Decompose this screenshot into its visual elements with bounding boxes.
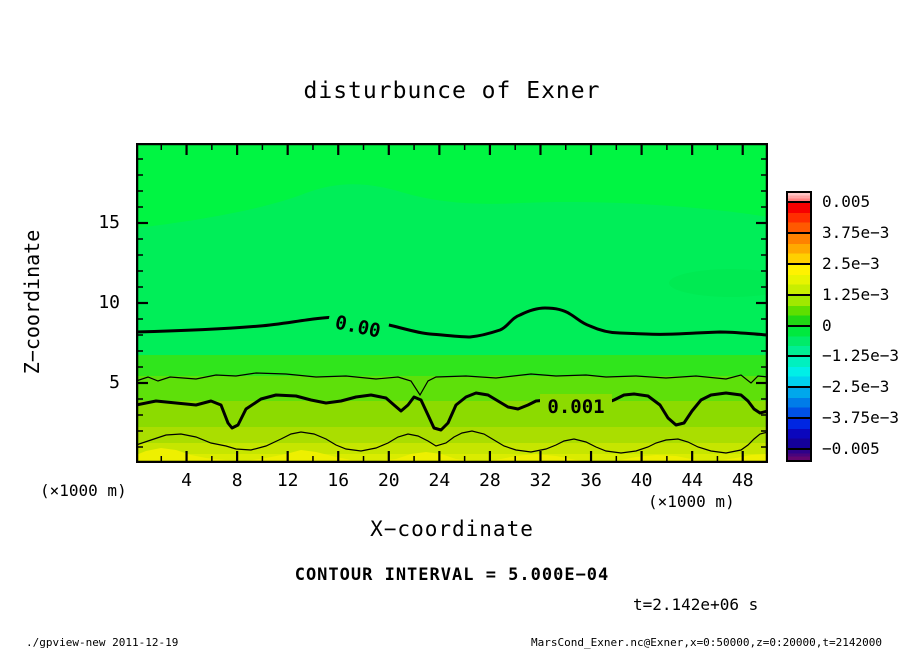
shade-band-upper-mid — [136, 184, 768, 355]
y-axis-unit: (×1000 m) — [40, 481, 127, 500]
colorbar-label-0: 0 — [822, 315, 832, 335]
contour-label-zero-mask — [326, 308, 390, 343]
contour-label-one-group: 0.001 — [540, 394, 612, 418]
x-axis-unit: (×1000 m) — [648, 492, 735, 511]
x-tick-label-40: 40 — [630, 470, 653, 491]
colorbar-cell-3.75e-3..2.5e-3 — [788, 233, 810, 265]
x-tick-label-12: 12 — [276, 470, 299, 491]
colorbar — [786, 191, 812, 462]
colorbar-cell-below--0.005 — [788, 450, 810, 460]
contour-label-zero-group: 0.00 — [326, 308, 390, 343]
colorbar-label-−3.75e−3: −3.75e−3 — [822, 408, 900, 428]
contour-plot-canvas: 0.00 0.001 — [135, 142, 793, 464]
y-tick-label-5: 5 — [109, 372, 120, 393]
shade-band-2 — [136, 376, 768, 401]
x-tick-label-44: 44 — [681, 470, 703, 491]
contour-line-0.0015 — [135, 430, 769, 454]
x-tick-label-28: 28 — [479, 470, 501, 491]
shade-band-yellow-fringe — [136, 448, 768, 463]
colorbar-label-−2.5e−3: −2.5e−3 — [822, 377, 890, 397]
x-tick-label-16: 16 — [327, 470, 350, 491]
colorbar-label-0.005: 0.005 — [822, 192, 871, 211]
colorbar-label-−1.25e−3: −1.25e−3 — [822, 346, 900, 366]
axis-ticks — [138, 145, 766, 461]
y-axis-label: Z−coordinate — [20, 229, 44, 375]
colorbar-cell--2.5e-3..-3.75e-3 — [788, 388, 810, 420]
colorbar-cell-0.005..3.75e-3 — [788, 203, 810, 234]
x-tick-label-36: 36 — [580, 470, 602, 491]
colorbar-label-3.75e−3: 3.75e−3 — [822, 222, 890, 242]
x-tick-label-20: 20 — [377, 470, 400, 491]
contour-interval-note: CONTOUR INTERVAL = 5.000E−04 — [294, 565, 610, 585]
page-title: disturbunce of Exner — [303, 78, 601, 104]
x-tick-label-32: 32 — [529, 470, 552, 491]
contour-plot: 0.00 0.001 — [135, 142, 793, 464]
shade-band-4 — [136, 427, 768, 443]
plot-frame — [135, 142, 769, 464]
x-tick-label-48: 48 — [731, 470, 754, 491]
colorbar-cell--1.25e-3..-2.5e-3 — [788, 357, 810, 389]
contour-line-0.0005 — [135, 372, 769, 397]
colorbar-cell-above-0.005 — [788, 193, 810, 203]
contour-label-one-mask — [540, 394, 612, 416]
y-tick-label-10: 10 — [98, 292, 120, 313]
time-annotation: t=2.142e+06 s — [633, 595, 759, 614]
shade-patch-mid — [669, 269, 793, 297]
colorbar-cell-0..-1.25e-3 — [788, 326, 810, 358]
y-tick-label-15: 15 — [98, 212, 120, 233]
footer-data-source: MarsCond_Exner.nc@Exner,x=0:50000,z=0:20… — [531, 636, 882, 649]
colorbar-label-2.5e−3: 2.5e−3 — [822, 253, 880, 273]
contour-label-0.001: 0.001 — [547, 396, 604, 418]
colorbar-label-1.25e−3: 1.25e−3 — [822, 284, 890, 304]
contour-line-0.001 — [135, 391, 769, 432]
x-axis-label: X−coordinate — [370, 517, 534, 541]
colorbar-label-−0.005: −0.005 — [822, 439, 880, 458]
shade-band-1 — [136, 355, 768, 376]
x-tick-label-8: 8 — [231, 470, 243, 491]
shade-band-5 — [136, 443, 768, 454]
x-tick-label-4: 4 — [181, 470, 192, 491]
footer-program-version: ./gpview-new 2011-12-19 — [26, 636, 179, 649]
colorbar-cell-2.5e-3..1.25e-3 — [788, 264, 810, 296]
colorbar-cell--3.75e-3..-0.005 — [788, 419, 810, 450]
colorbar-cell-1.25e-3..0 — [788, 295, 810, 327]
x-tick-label-24: 24 — [428, 470, 451, 491]
